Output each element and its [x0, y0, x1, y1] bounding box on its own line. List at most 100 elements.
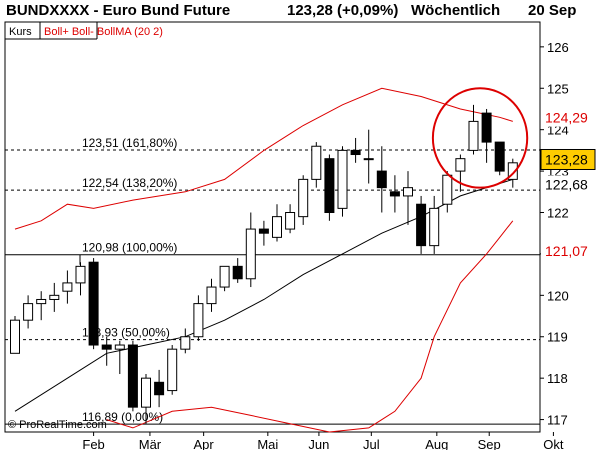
- bollinger-upper-line: [14, 87, 513, 230]
- y-tick-label: 119: [547, 330, 568, 345]
- candle[interactable]: [219, 265, 230, 292]
- candle-body-up: [193, 303, 204, 338]
- y-tick-label: 117: [547, 413, 568, 428]
- candle-body-up: [36, 298, 47, 305]
- candle[interactable]: [193, 295, 204, 341]
- candle[interactable]: [75, 262, 86, 296]
- candle-body-up: [167, 348, 178, 392]
- x-tick-label: Okt: [543, 437, 564, 450]
- candle-body-up: [206, 286, 217, 305]
- candle[interactable]: [298, 175, 309, 225]
- candle[interactable]: [167, 345, 178, 395]
- candles[interactable]: [10, 104, 518, 424]
- candle-body-up: [455, 158, 466, 172]
- candle-body-down: [154, 381, 165, 396]
- fib-label: 122,54 (138,20%): [82, 176, 177, 190]
- candle[interactable]: [114, 340, 125, 375]
- candle-body-up: [272, 216, 282, 238]
- candle[interactable]: [23, 295, 34, 329]
- candle[interactable]: [416, 195, 427, 254]
- candle[interactable]: [363, 129, 374, 184]
- candle[interactable]: [36, 291, 47, 321]
- candle-body-down: [389, 191, 400, 197]
- candle[interactable]: [311, 142, 322, 188]
- legend-kurs: Kurs: [9, 26, 32, 38]
- candle[interactable]: [245, 212, 256, 288]
- date-label: 20 Sep: [528, 2, 577, 19]
- fib-label: 123,51 (161,80%): [82, 136, 177, 150]
- candle[interactable]: [180, 328, 191, 354]
- candle[interactable]: [101, 336, 112, 366]
- candle-body-down: [481, 112, 492, 143]
- candle[interactable]: [350, 137, 361, 163]
- candle-body-up: [62, 282, 73, 292]
- candle-body-up: [180, 336, 191, 350]
- candle-body-up: [403, 187, 413, 197]
- candle[interactable]: [376, 146, 387, 213]
- price-tag-bg: [541, 175, 595, 194]
- candle-body-up: [49, 294, 60, 300]
- candle[interactable]: [232, 258, 243, 283]
- price-tag: 122,68: [545, 176, 588, 192]
- candle-body-up: [219, 265, 230, 288]
- candle-body-up: [429, 207, 440, 247]
- candle[interactable]: [272, 204, 282, 242]
- candle[interactable]: [403, 171, 413, 225]
- candle[interactable]: [337, 146, 348, 217]
- candle-body-up: [141, 377, 151, 408]
- candle[interactable]: [389, 175, 400, 213]
- candle-body-down: [376, 170, 387, 189]
- candle[interactable]: [154, 369, 165, 408]
- candle-body-down: [232, 265, 243, 280]
- candle[interactable]: [10, 316, 20, 354]
- candle[interactable]: [258, 220, 269, 246]
- candle[interactable]: [141, 374, 151, 424]
- candle[interactable]: [429, 195, 440, 254]
- x-tick-label: Jun: [308, 437, 329, 450]
- price-tag: 124,29: [545, 110, 588, 126]
- legend-bollinger: Boll+ Boll- BollMA (20 2): [44, 26, 163, 38]
- x-tick-label: Aug: [425, 437, 448, 450]
- candle[interactable]: [468, 104, 479, 155]
- candle-body-up: [10, 319, 20, 354]
- x-tick-label: Sep: [478, 437, 501, 450]
- candle-body-down: [416, 203, 427, 247]
- candle[interactable]: [88, 258, 99, 350]
- x-tick-label: Apr: [194, 437, 215, 450]
- fibonacci-levels: 123,51 (161,80%) 122,54 (138,20%) 120,98 (…: [5, 136, 540, 425]
- y-tick-label: 120: [547, 288, 569, 303]
- candle[interactable]: [324, 154, 335, 221]
- candle[interactable]: [285, 204, 296, 234]
- candle-body-up: [507, 162, 518, 180]
- candle-body-up: [298, 178, 309, 218]
- x-tick-label: Jul: [363, 437, 380, 450]
- candle[interactable]: [442, 171, 453, 213]
- candle-body-down: [494, 141, 505, 172]
- candle[interactable]: [481, 108, 492, 163]
- candle[interactable]: [206, 278, 217, 312]
- period-label: Wöchentlich: [411, 2, 501, 19]
- candle[interactable]: [455, 154, 466, 192]
- watermark: © ProRealTime.com: [8, 419, 107, 431]
- price-tags: 124,29 123,28 122,68 121,07: [540, 108, 596, 261]
- fib-label: 120,98 (100,00%): [82, 241, 177, 255]
- candle-body-down: [324, 158, 335, 214]
- candle-body-up: [311, 145, 322, 180]
- candle[interactable]: [49, 282, 60, 312]
- candle-body-up: [75, 265, 86, 284]
- price-tag: 121,07: [545, 243, 588, 259]
- x-tick-label: Mär: [139, 437, 162, 450]
- bollinger-lower-line: [106, 220, 514, 433]
- chart-header: BUNDXXXX - Euro Bund Future 123,28 (+0,0…: [0, 0, 600, 22]
- bollinger-ma-line: [14, 178, 513, 412]
- candle[interactable]: [494, 141, 505, 176]
- candle[interactable]: [127, 340, 138, 412]
- x-tick-label: Feb: [82, 437, 104, 450]
- candle[interactable]: [62, 270, 73, 304]
- price-tag-bg: [541, 108, 595, 127]
- x-axis: Feb Mär Apr Mai Jun Jul Aug Sep Okt: [82, 432, 564, 452]
- current-price-tag: 123,28: [545, 151, 588, 167]
- candle-body-up: [245, 228, 256, 280]
